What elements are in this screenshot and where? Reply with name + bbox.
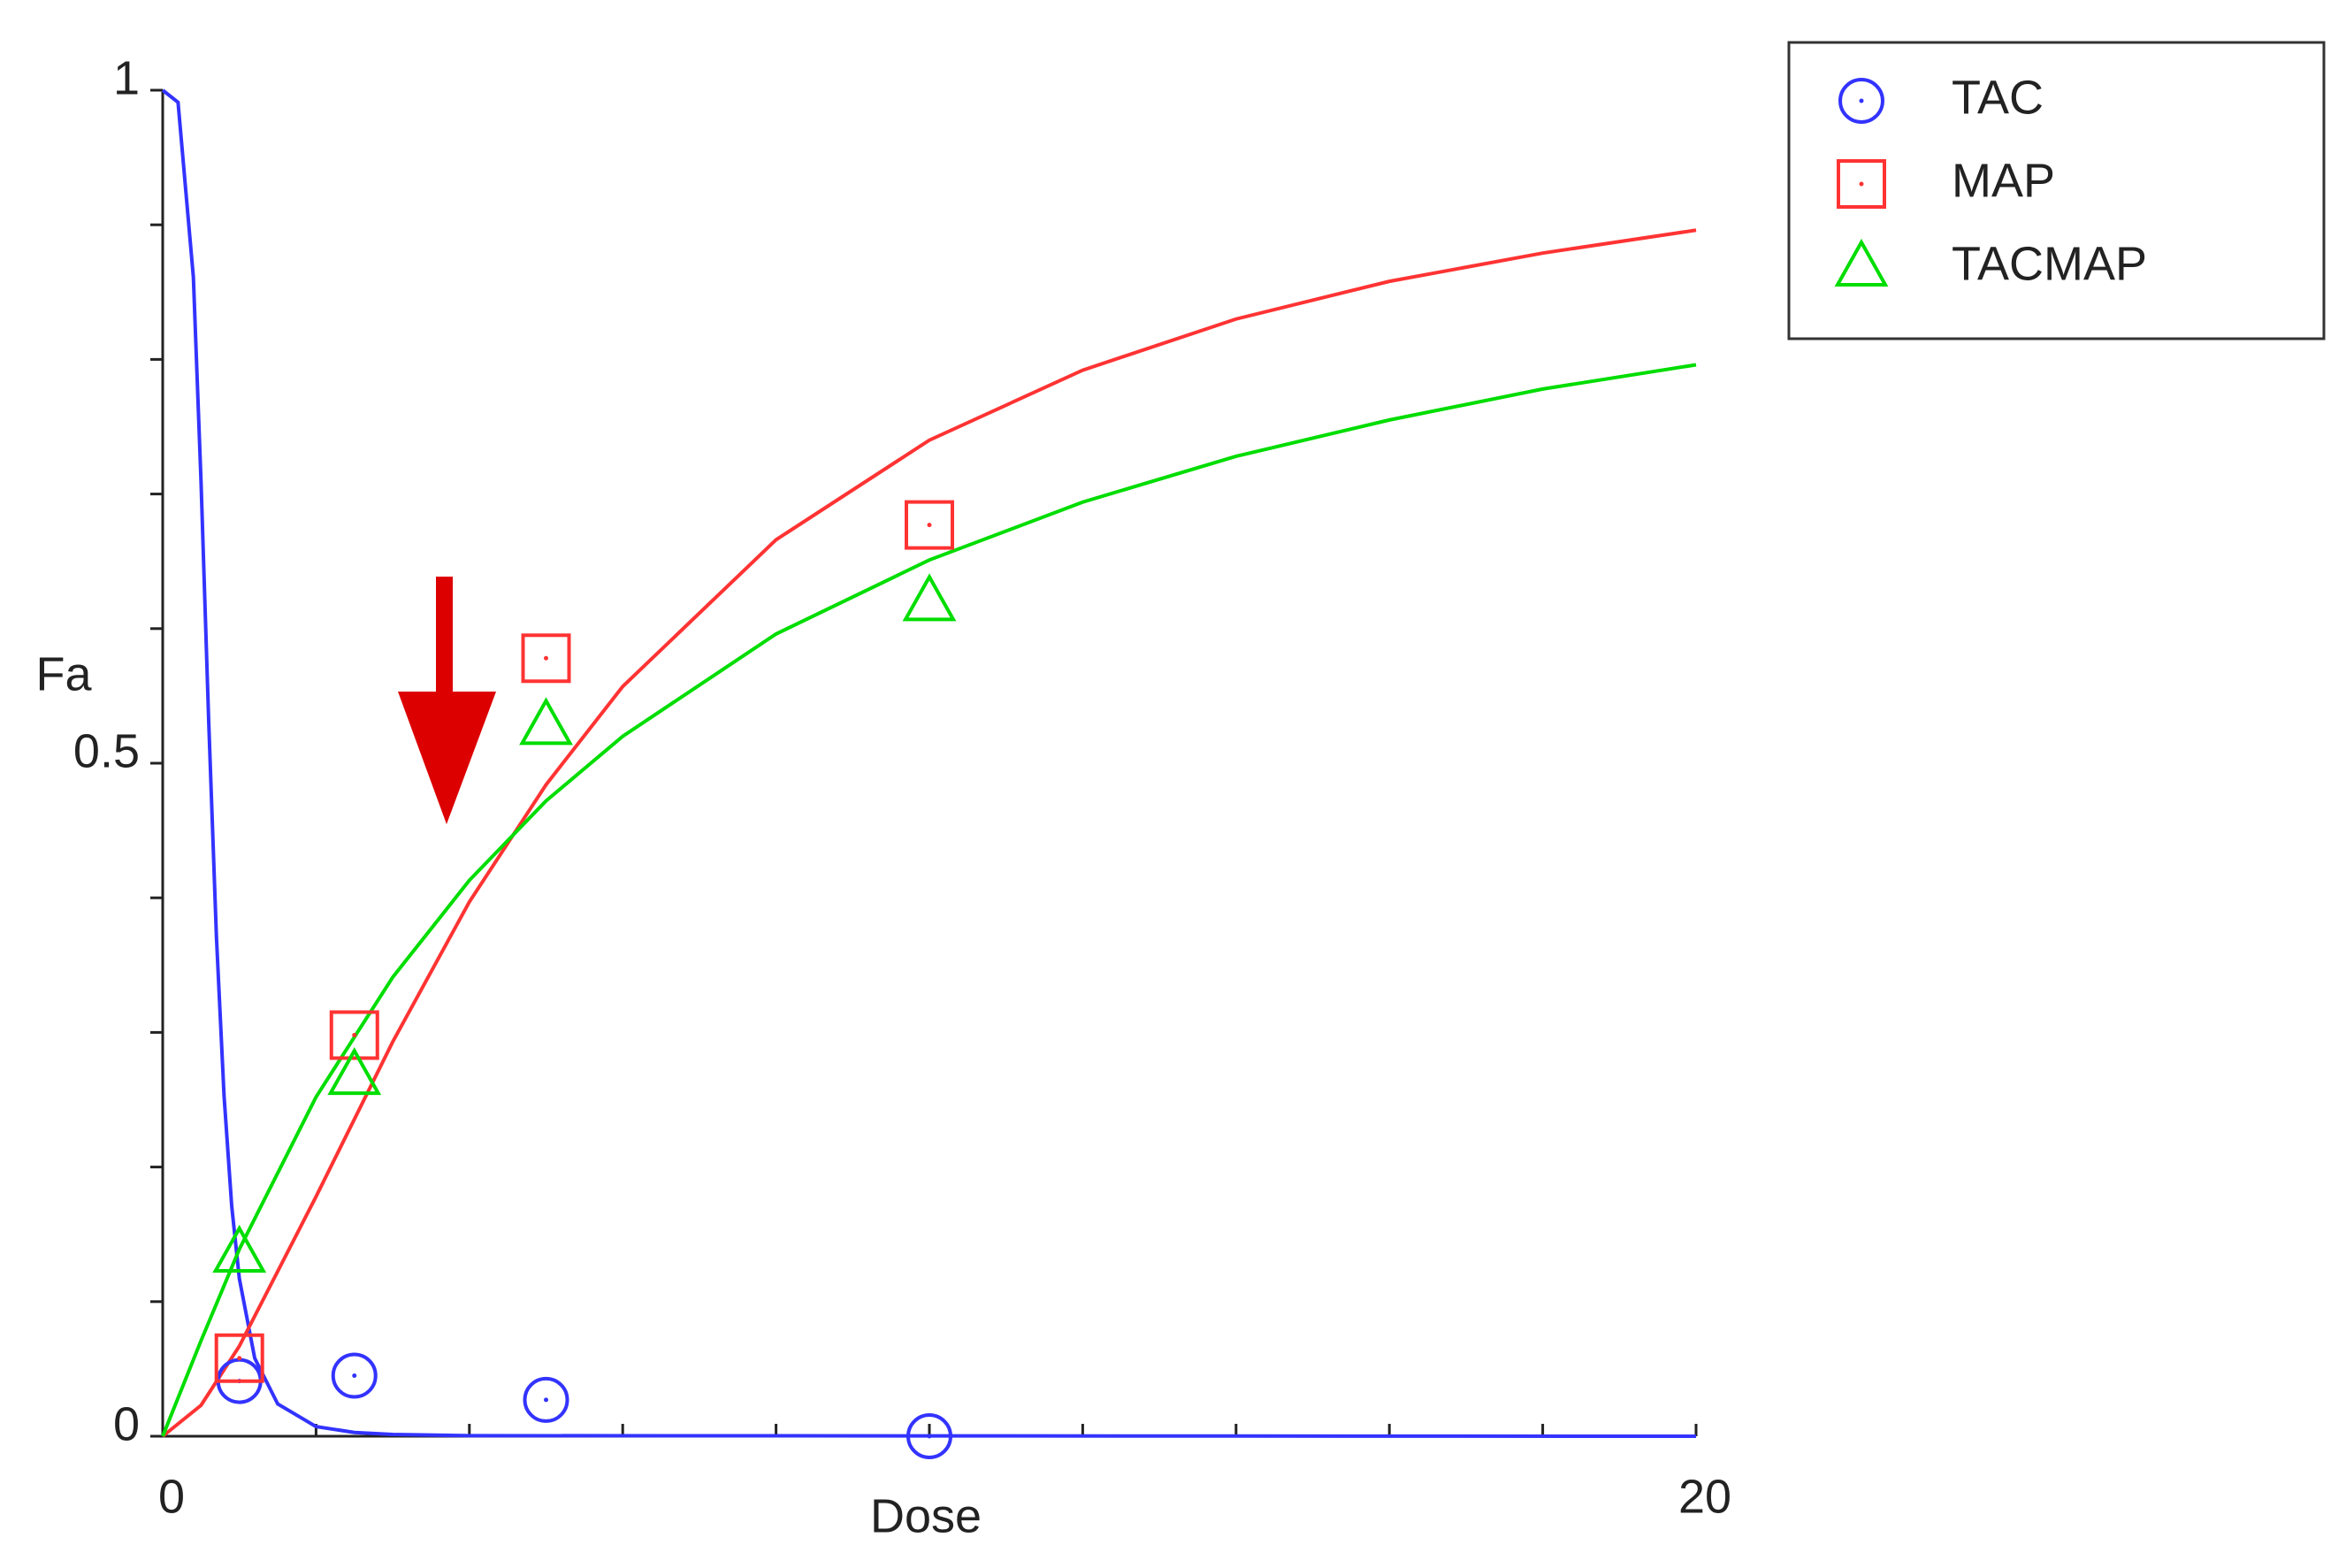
data-point-dot [544,655,548,661]
data-point [329,1010,379,1060]
data-point-dot [927,1434,932,1439]
data-point [212,1224,267,1274]
legend-label: MAP [1952,154,2055,207]
data-point [521,633,571,684]
data-point [327,1047,382,1096]
fit-curve [161,363,1697,1437]
legend-marker [1838,78,1884,124]
legend-marker-dot [1859,98,1864,103]
legend-marker-dot [1859,181,1864,187]
y-axis-label: Fa [35,647,92,700]
data-point [905,500,954,550]
annotation-arrow [398,577,496,824]
data-point-dot [237,1356,242,1361]
x-axis-label: Dose [870,1489,982,1542]
x-tick-label: 0 [158,1470,185,1523]
data-point [331,1352,378,1399]
y-tick-label: 0 [113,1397,140,1450]
legend-box [1787,41,2326,340]
data-point [519,697,573,746]
data-point-dot [544,1397,548,1403]
fit-curve [161,88,1697,1438]
x-tick-label: 20 [1678,1470,1731,1523]
data-point-dot [352,1373,357,1379]
legend-marker [1834,238,1889,287]
data-point [523,1376,569,1423]
data-point [906,1413,952,1459]
legend-label: TACMAP [1952,237,2147,290]
data-point-dot [352,1032,357,1037]
data-point [902,573,957,622]
legend-label: TAC [1952,71,2044,124]
y-tick-label: 0.5 [73,724,140,777]
y-tick-label: 1 [113,51,140,104]
legend-marker [1837,159,1886,209]
data-point-dot [927,523,932,528]
data-point [214,1333,264,1383]
fit-curve [161,228,1697,1438]
